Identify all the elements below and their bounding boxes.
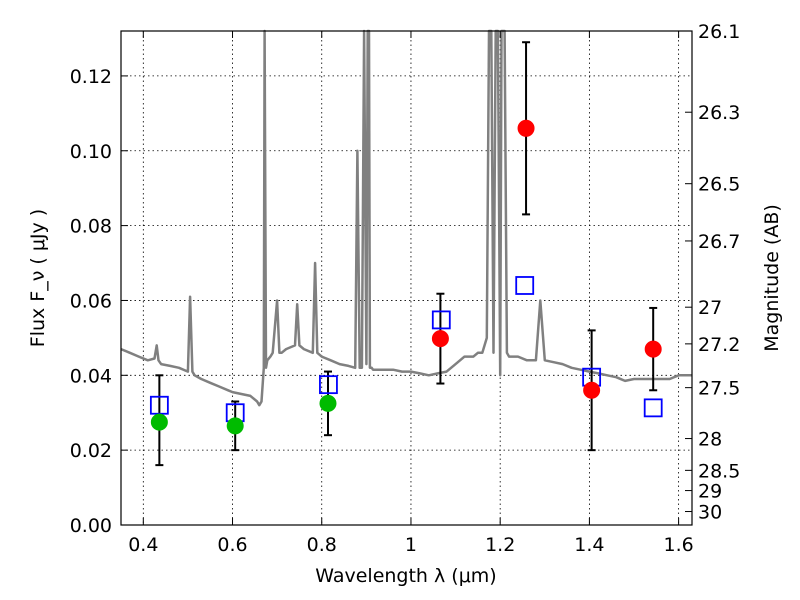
y-tick-label: 0.00 <box>70 515 112 537</box>
model-photometry-point <box>515 276 535 295</box>
y2-tick-label: 28 <box>698 429 722 451</box>
y2-tick-label: 27 <box>698 297 722 319</box>
x-axis-label: Wavelength λ (μm) <box>315 565 496 587</box>
observed-point <box>319 394 337 412</box>
x-tick-label: 1.6 <box>664 534 694 556</box>
y-axis-label: Flux F_ν ( μJy ) <box>27 209 49 347</box>
x-tick-label: 1 <box>405 534 417 556</box>
x-tick-label: 1.2 <box>485 534 515 556</box>
y2-tick-label: 27.5 <box>698 378 740 400</box>
y-tick-label: 0.06 <box>70 290 112 312</box>
model-spectrum-layer <box>120 29 692 407</box>
x-tick-label: 1.4 <box>574 534 604 556</box>
y2-tick-label: 26.3 <box>698 102 740 124</box>
observed-point <box>583 381 601 399</box>
observed-point <box>644 340 662 358</box>
grid-lines <box>121 31 692 526</box>
y-axis-ticks: 0.00 0.02 0.04 0.06 0.08 0.10 0.12 <box>70 66 128 537</box>
y-tick-label: 0.04 <box>70 365 112 387</box>
error-bars-layer <box>155 41 658 467</box>
x-tick-label: 0.4 <box>128 534 158 556</box>
observed-point <box>517 119 535 137</box>
observed-points-layer <box>150 119 662 435</box>
y2-tick-label: 28.5 <box>698 460 740 482</box>
observed-point <box>150 413 168 431</box>
y-tick-label: 0.12 <box>70 66 112 88</box>
model-spectrum-line <box>120 29 692 407</box>
y-tick-label: 0.02 <box>70 440 112 462</box>
y2-tick-label: 30 <box>698 502 722 524</box>
observed-point <box>431 330 449 348</box>
plot-frame <box>120 30 693 526</box>
y2-tick-label: 29 <box>698 481 722 503</box>
y2-tick-label: 26.5 <box>698 174 740 196</box>
y2-tick-label: 27.2 <box>698 334 740 356</box>
x-tick-label: 0.6 <box>217 534 247 556</box>
y-tick-label: 0.10 <box>70 141 112 163</box>
y-tick-label: 0.08 <box>70 216 112 238</box>
observed-point <box>226 417 244 435</box>
x-tick-label: 0.8 <box>307 534 337 556</box>
x-axis-ticks: 0.4 0.6 0.8 1 1.2 1.4 1.6 <box>128 31 694 556</box>
y2-tick-label: 26.7 <box>698 231 740 253</box>
model-photometry-point <box>319 375 338 395</box>
model-photometry-layer <box>149 276 663 423</box>
model-photometry-point <box>643 398 663 418</box>
y2-tick-label: 26.1 <box>698 21 740 43</box>
y2-axis-label: Magnitude (AB) <box>761 204 783 352</box>
model-photometry-point <box>431 310 451 330</box>
